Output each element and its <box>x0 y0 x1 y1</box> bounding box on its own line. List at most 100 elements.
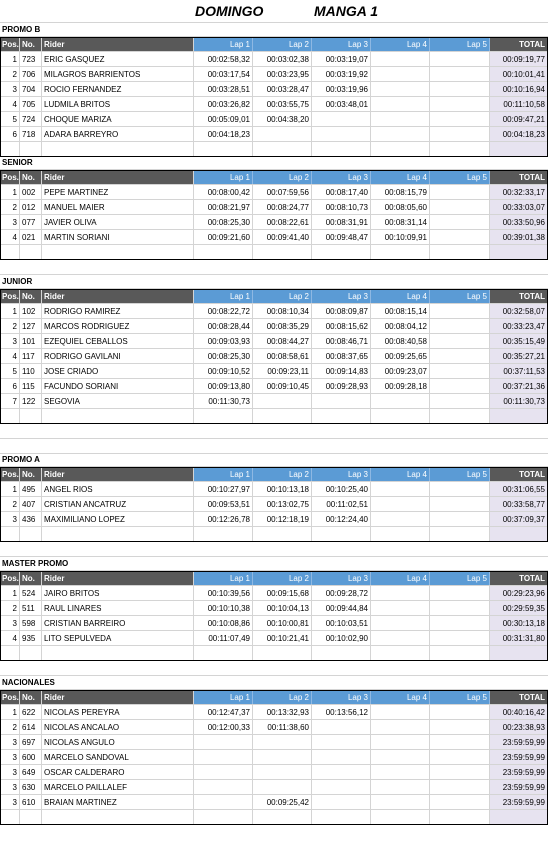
header-lap5: Lap 5 <box>430 467 490 481</box>
cell-lap5 <box>430 97 490 111</box>
cell-lap4: 00:09:28,18 <box>371 379 430 393</box>
cell-rider: RODRIGO RAMIREZ <box>42 304 194 318</box>
cell-total: 23:59:59,99 <box>490 750 548 764</box>
cell-lap1: 00:09:13,80 <box>194 379 253 393</box>
cell-lap5 <box>430 497 490 511</box>
cell-lap2 <box>253 765 312 779</box>
cell-lap4 <box>371 765 430 779</box>
header-lap4: Lap 4 <box>371 170 430 184</box>
cell-total: 00:11:30,73 <box>490 394 548 408</box>
cell-lap5 <box>430 67 490 81</box>
cell-lap3: 00:11:02,51 <box>312 497 371 511</box>
sheet-title-row: DOMINGO MANGA 1 <box>0 0 548 23</box>
cell-lap5 <box>430 127 490 141</box>
cell-lap2: 00:10:04,13 <box>253 601 312 615</box>
cell-lap1: 00:08:28,44 <box>194 319 253 333</box>
cell-pos: 6 <box>0 379 20 393</box>
spacer-row <box>0 424 548 439</box>
empty-cell <box>312 527 371 541</box>
cell-total: 00:10:16,94 <box>490 82 548 96</box>
cell-no: 598 <box>20 616 42 630</box>
cell-lap4 <box>371 52 430 66</box>
cell-no: 495 <box>20 482 42 496</box>
empty-cell <box>42 409 194 423</box>
cell-no: 524 <box>20 586 42 600</box>
header-lap1: Lap 1 <box>194 690 253 704</box>
empty-cell <box>490 527 548 541</box>
cell-lap1: 00:10:08,86 <box>194 616 253 630</box>
cell-no: 012 <box>20 200 42 214</box>
header-lap3: Lap 3 <box>312 690 371 704</box>
empty-row <box>0 810 548 825</box>
cell-lap3: 00:08:15,62 <box>312 319 371 333</box>
cell-rider: OSCAR CALDERARO <box>42 765 194 779</box>
header-lap4: Lap 4 <box>371 37 430 51</box>
cell-pos: 3 <box>0 780 20 794</box>
cell-pos: 1 <box>0 482 20 496</box>
table-header-row: Pos. No. Rider Lap 1 Lap 2 Lap 3 Lap 4 Lap 5 TOT… <box>0 289 548 304</box>
cell-lap3: 00:03:19,96 <box>312 82 371 96</box>
header-pos: Pos. <box>0 289 20 303</box>
empty-row <box>0 245 548 260</box>
table-row: 2 706 MILAGROS BARRIENTOS 00:03:17,54 00:03:… <box>0 67 548 82</box>
cell-lap4 <box>371 780 430 794</box>
cell-rider: MILAGROS BARRIENTOS <box>42 67 194 81</box>
cell-lap5 <box>430 720 490 734</box>
cell-lap4 <box>371 586 430 600</box>
cell-pos: 3 <box>0 750 20 764</box>
header-pos: Pos. <box>0 170 20 184</box>
empty-cell <box>430 142 490 156</box>
table-row: 3 598 CRISTIAN BARREIRO 00:10:08,86 00:10:00… <box>0 616 548 631</box>
cell-total: 00:37:11,53 <box>490 364 548 378</box>
empty-cell <box>42 646 194 660</box>
cell-rider: ANGEL RIOS <box>42 482 194 496</box>
cell-no: 600 <box>20 750 42 764</box>
cell-no: 127 <box>20 319 42 333</box>
header-pos: Pos. <box>0 690 20 704</box>
header-lap1: Lap 1 <box>194 37 253 51</box>
header-total: TOTAL <box>490 571 548 585</box>
empty-cell <box>253 527 312 541</box>
header-no: No. <box>20 170 42 184</box>
cell-lap1 <box>194 750 253 764</box>
cell-lap5 <box>430 379 490 393</box>
empty-cell <box>194 142 253 156</box>
cell-lap3 <box>312 780 371 794</box>
cell-no: 718 <box>20 127 42 141</box>
category-title-row: MASTER PROMO <box>0 556 548 571</box>
header-lap1: Lap 1 <box>194 289 253 303</box>
table-row: 1 495 ANGEL RIOS 00:10:27,97 00:10:13,18 00:1… <box>0 482 548 497</box>
table-row: 3 697 NICOLAS ANGULO 23:59:59,99 <box>0 735 548 750</box>
header-total: TOTAL <box>490 170 548 184</box>
cell-lap2: 00:10:13,18 <box>253 482 312 496</box>
cell-lap4 <box>371 795 430 809</box>
empty-cell <box>194 245 253 259</box>
cell-pos: 4 <box>0 230 20 244</box>
cell-pos: 2 <box>0 319 20 333</box>
empty-row <box>0 409 548 424</box>
cell-lap4: 00:08:40,58 <box>371 334 430 348</box>
empty-cell <box>312 142 371 156</box>
table-row: 3 649 OSCAR CALDERARO 23:59:59,99 <box>0 765 548 780</box>
table-row: 1 002 PEPE MARTINEZ 00:08:00,42 00:07:59,56 0… <box>0 185 548 200</box>
header-rider: Rider <box>42 690 194 704</box>
empty-cell <box>312 646 371 660</box>
header-total: TOTAL <box>490 690 548 704</box>
cell-rider: CRISTIAN ANCATRUZ <box>42 497 194 511</box>
cell-lap3: 00:08:17,40 <box>312 185 371 199</box>
cell-no: 724 <box>20 112 42 126</box>
spacer-row <box>0 661 548 676</box>
header-lap2: Lap 2 <box>253 467 312 481</box>
cell-lap5 <box>430 364 490 378</box>
empty-cell <box>430 245 490 259</box>
empty-cell <box>371 527 430 541</box>
cell-lap5 <box>430 631 490 645</box>
cell-no: 511 <box>20 601 42 615</box>
cell-no: 614 <box>20 720 42 734</box>
cell-lap4 <box>371 705 430 719</box>
cell-total: 00:31:31,80 <box>490 631 548 645</box>
cell-lap4: 00:08:04,12 <box>371 319 430 333</box>
cell-pos: 4 <box>0 97 20 111</box>
empty-cell <box>371 810 430 824</box>
cell-lap2: 00:03:02,38 <box>253 52 312 66</box>
